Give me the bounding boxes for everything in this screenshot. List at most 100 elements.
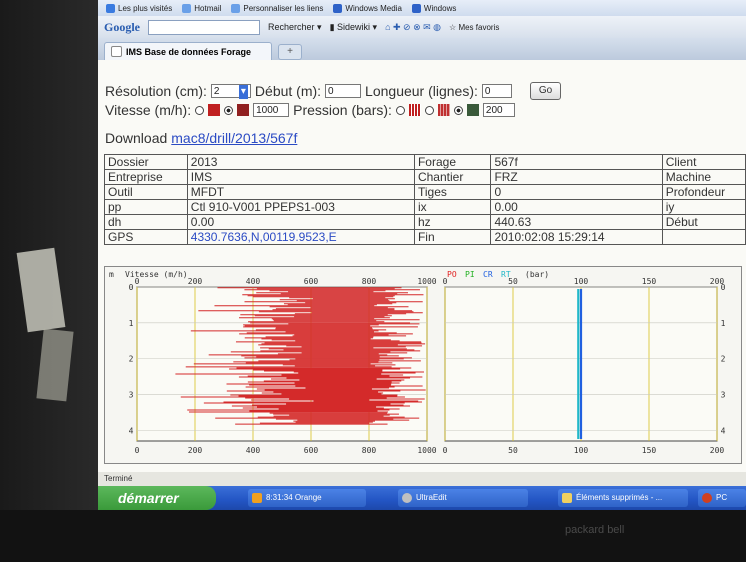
info-label: Dossier: [108, 155, 149, 169]
info-cell: Entreprise: [104, 169, 188, 185]
info-value: 0: [494, 185, 502, 199]
striped-swatch-icon: [437, 104, 450, 116]
info-row: GPS 4330.7636,N,00119.9523,E Fin 2010:02:08…: [104, 229, 746, 245]
info-value: IMS: [190, 170, 213, 184]
info-cell: Ctl 910-V001 PPEPS1-003: [186, 199, 415, 215]
y-tick-label: 3: [129, 390, 134, 399]
info-cell: Outil: [104, 184, 188, 200]
info-cell: FRZ: [490, 169, 663, 185]
y-tick-label: 4: [129, 426, 134, 435]
taskbar-item[interactable]: UltraEdit: [398, 489, 528, 507]
x-tick-label-bottom: 0: [135, 446, 140, 455]
debut-input[interactable]: 0: [325, 84, 362, 98]
taskbar-item[interactable]: 8:31:34 Orange: [248, 489, 366, 507]
resolution-select[interactable]: 2 ▾: [210, 84, 251, 99]
info-cell: 567f: [490, 154, 663, 170]
chart-title: Vitesse (m/h): [125, 270, 188, 279]
info-cell: 0.00: [490, 199, 663, 215]
longueur-input[interactable]: 0: [481, 84, 512, 98]
x-tick-label-top: 1000: [417, 277, 436, 286]
info-label: iy: [665, 200, 675, 214]
y-tick-label: 1: [721, 319, 726, 328]
info-row: dh 0.00 hz 440.63 Début: [104, 214, 746, 230]
info-cell: 0: [490, 184, 663, 200]
pression-radio-3[interactable]: [453, 105, 463, 115]
info-row: pp Ctl 910-V001 PPEPS1-003 ix 0.00 iy: [104, 199, 746, 215]
longueur-label: Longueur (lignes):: [365, 83, 478, 99]
x-tick-label-bottom: 800: [362, 446, 377, 455]
legend-entry: RT: [501, 270, 511, 279]
x-tick-label-top: 800: [362, 277, 377, 286]
toolbar-icons[interactable]: ⌂ ✚ ⊘ ⊗ ✉ ◍: [385, 21, 442, 32]
y-tick-label: 2: [129, 355, 134, 364]
x-tick-label-top: 200: [188, 277, 203, 286]
download-link[interactable]: mac8/drill/2013/567f: [171, 130, 298, 146]
google-search-input[interactable]: [148, 19, 260, 35]
brand-logo: packard bell: [565, 524, 625, 536]
info-label: Tiges: [417, 185, 447, 199]
favorite-link[interactable]: Personnaliser les liens: [231, 3, 323, 13]
plots-panel: 0 0 200 200 400 400 600 600 800 800 1000 1000 0 1 2 3 4 m…: [104, 266, 742, 464]
go-button[interactable]: Go: [529, 82, 562, 100]
pression-radio-1[interactable]: [395, 105, 405, 115]
pression-radio-2[interactable]: [424, 105, 434, 115]
vitesse-input[interactable]: 1000: [253, 103, 290, 117]
vitesse-radio-2[interactable]: [224, 105, 234, 115]
info-cell: Fin: [413, 229, 492, 245]
x-tick-label-bottom: 200: [188, 446, 203, 455]
legend-entry: PO: [447, 270, 457, 279]
info-table: Dossier 2013 Forage 567f Client Entreprise IMS…: [104, 154, 746, 245]
y-tick-label: 4: [721, 426, 726, 435]
status-text: Terminé: [104, 474, 133, 483]
pression-label: Pression (bars):: [293, 102, 392, 118]
x-tick-label-top: 0: [135, 277, 140, 286]
left-bezel: [0, 0, 98, 510]
mail-folder-icon: [562, 493, 572, 503]
info-value: Ctl 910-V001 PPEPS1-003: [190, 200, 335, 214]
tab-ims-forage[interactable]: IMS Base de données Forage: [104, 42, 272, 60]
y-tick-label: 3: [721, 390, 726, 399]
favorite-link[interactable]: Hotmail: [182, 3, 221, 13]
y-tick-label: 1: [129, 319, 134, 328]
sidewiki-button[interactable]: ▮ Sidewiki ▾: [329, 21, 378, 32]
chevron-down-icon: ▾: [238, 85, 248, 99]
info-row: Entreprise IMS Chantier FRZ Machine: [104, 169, 746, 185]
info-row: Outil MFDT Tiges 0 Profondeur: [104, 184, 746, 200]
vitesse-radio-1[interactable]: [195, 105, 205, 115]
x-tick-label-top: 600: [304, 277, 319, 286]
info-label: Forage: [417, 155, 456, 169]
pression-input[interactable]: 200: [482, 103, 515, 117]
info-cell: MFDT: [186, 184, 415, 200]
status-bar: Terminé: [98, 472, 746, 486]
vitesse-label: Vitesse (m/h):: [105, 102, 192, 118]
favorite-link[interactable]: Les plus visités: [106, 3, 172, 13]
y-tick-label: 0: [721, 283, 726, 292]
screen: Les plus visités Hotmail Personnaliser l…: [98, 0, 746, 510]
legend-entry: PI: [465, 270, 475, 279]
info-label: Fin: [417, 230, 435, 244]
start-button[interactable]: démarrer: [98, 486, 216, 510]
info-label: Profondeur: [665, 185, 726, 199]
info-cell: Dossier: [104, 154, 188, 170]
x-tick-label-top: 0: [443, 277, 448, 286]
info-cell: Tiges: [413, 184, 492, 200]
info-cell: hz: [413, 214, 492, 230]
taskbar-item[interactable]: PC: [698, 489, 746, 507]
search-button[interactable]: Rechercher ▾: [268, 21, 322, 32]
favorite-link[interactable]: Windows Media: [333, 3, 402, 13]
info-cell: iy: [661, 199, 746, 215]
info-cell: Chantier: [413, 169, 492, 185]
new-tab-button[interactable]: +: [278, 44, 302, 60]
favorites-button[interactable]: ☆ Mes favoris: [449, 22, 500, 32]
favorite-link[interactable]: Windows: [411, 3, 456, 13]
y-tick-label: 0: [129, 283, 134, 292]
info-label: Début: [665, 215, 698, 229]
x-tick-label-bottom: 200: [710, 446, 725, 455]
x-tick-label-bottom: 50: [508, 446, 518, 455]
gps-link[interactable]: 4330.7636,N,00119.9523,E: [190, 230, 337, 244]
info-cell: 0.00: [186, 214, 415, 230]
form-row-2: Vitesse (m/h): 1000 Pression (bars): 200: [105, 102, 515, 118]
windows-icon: [411, 3, 421, 13]
taskbar-item[interactable]: Éléments supprimés - ...: [558, 489, 688, 507]
